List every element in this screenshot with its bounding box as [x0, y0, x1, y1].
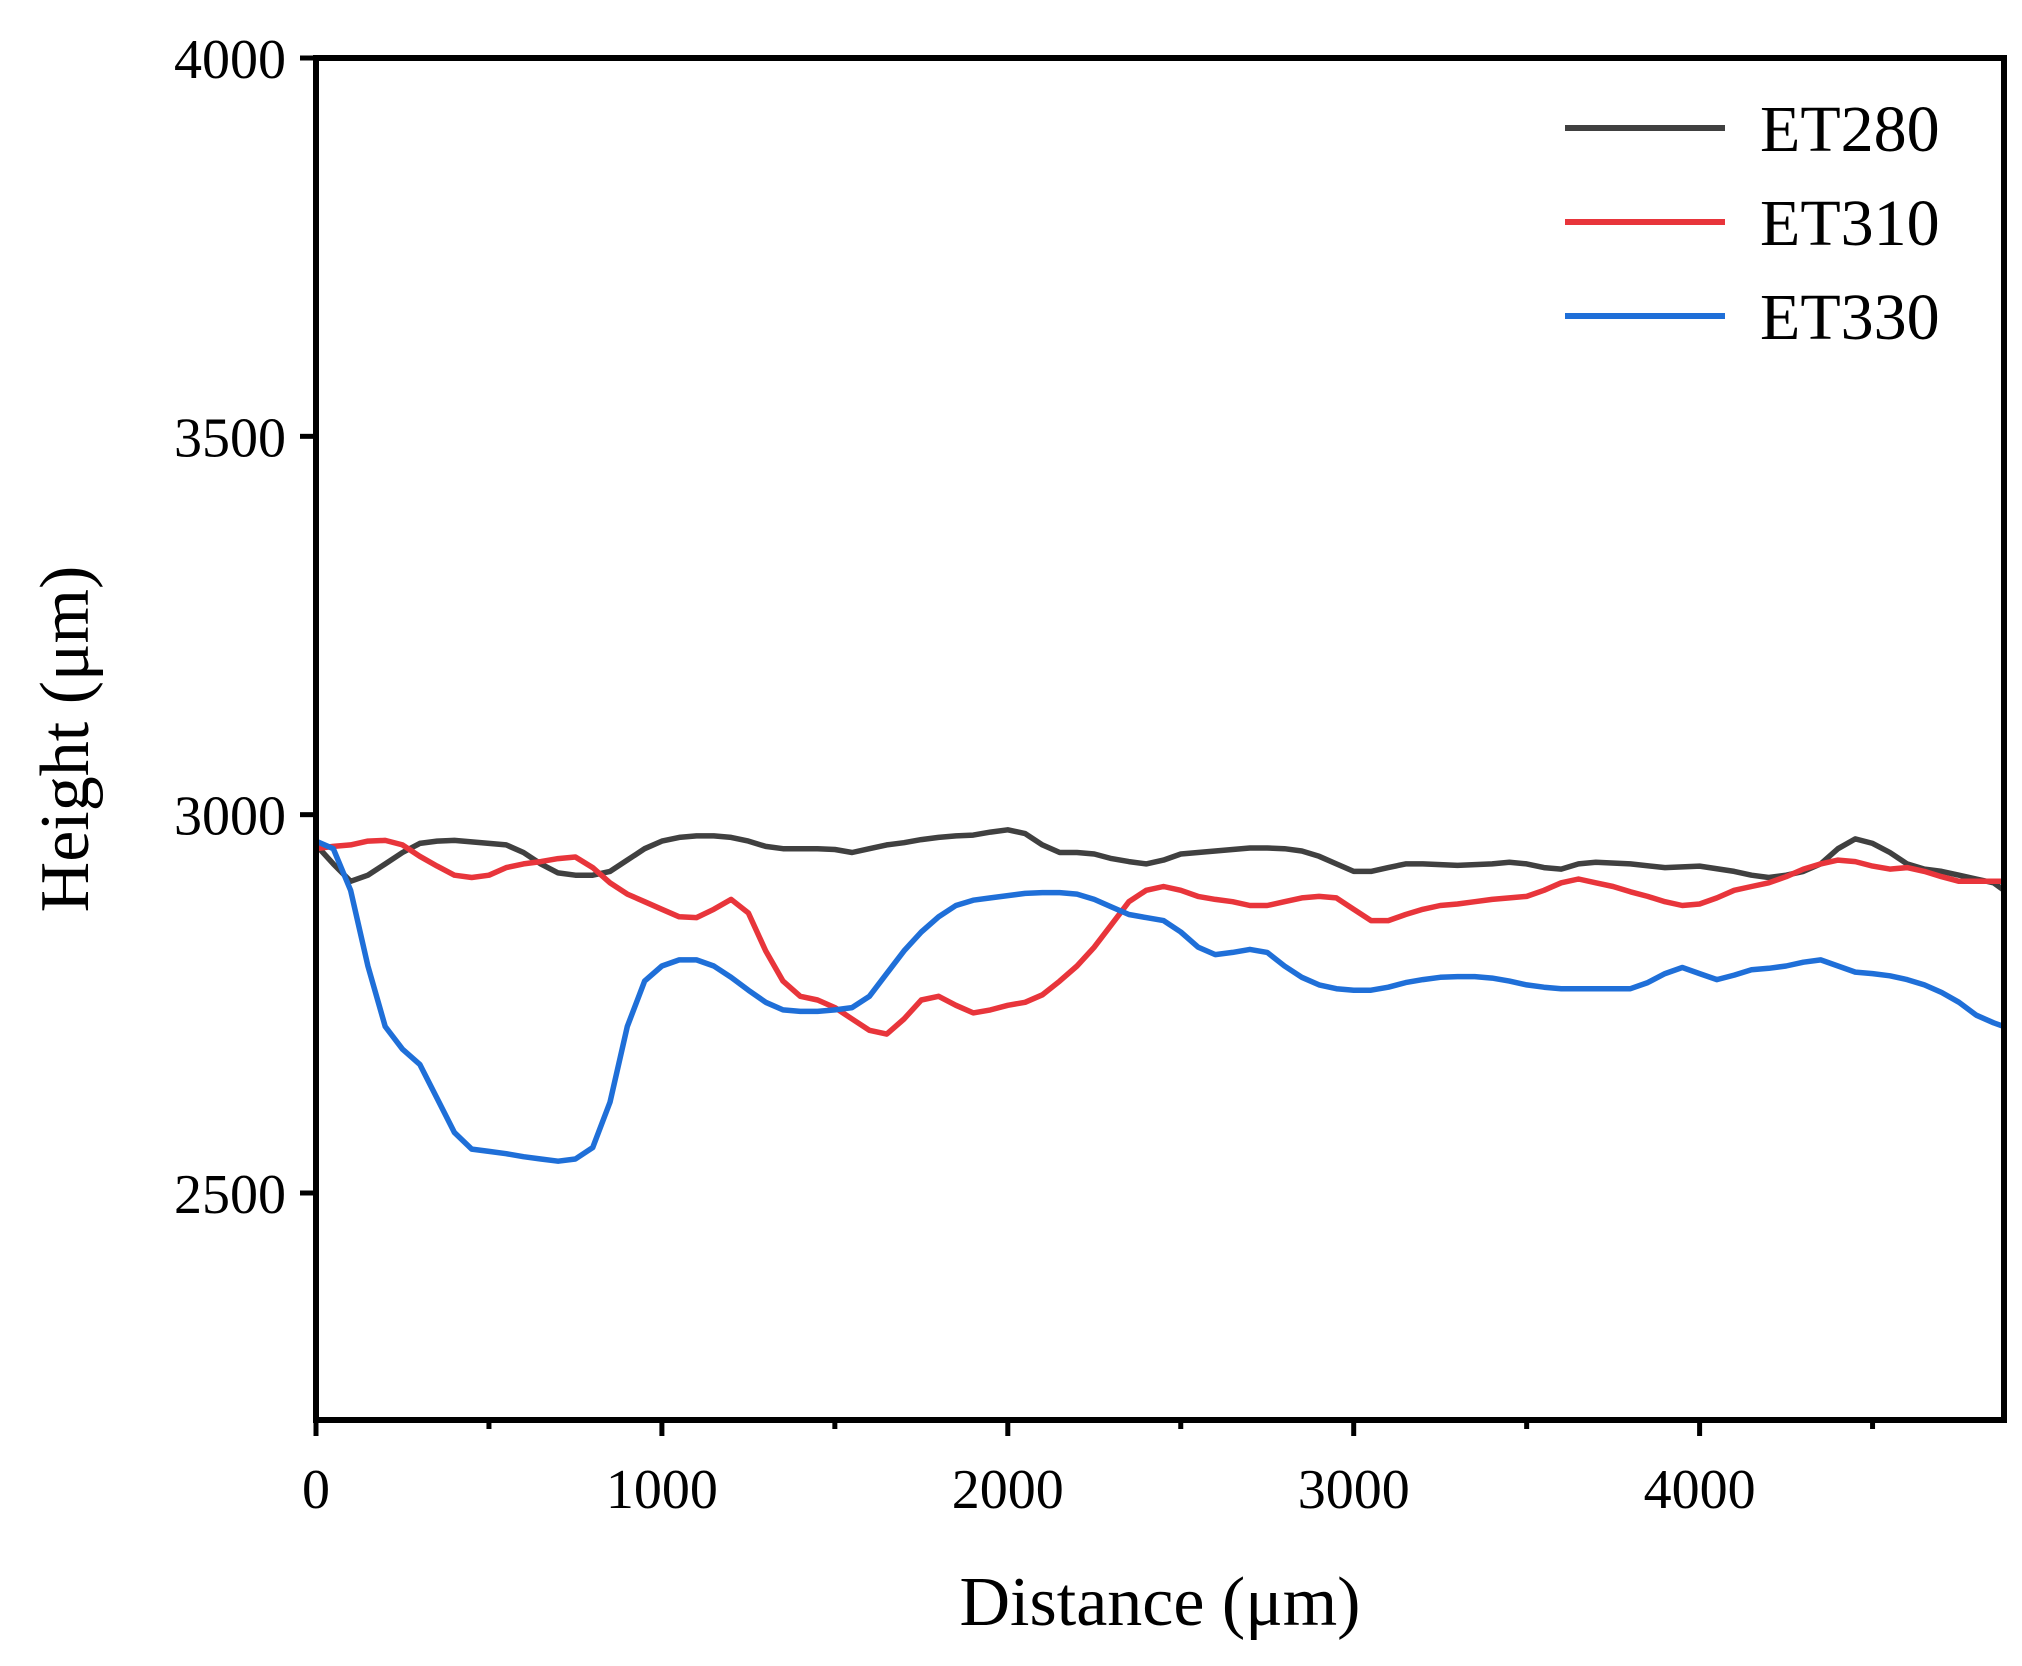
x-axis-title: Distance (μm)	[960, 1564, 1361, 1641]
x-tick-label: 4000	[1644, 1459, 1756, 1521]
x-tick-label: 1000	[606, 1459, 718, 1521]
legend-item-et280[interactable]: ET280	[1565, 93, 1940, 166]
y-axis-title: Height (μm)	[27, 566, 104, 913]
plot-area-frame	[313, 55, 2007, 1423]
legend-item-et330[interactable]: ET330	[1565, 281, 1940, 354]
legend-label: ET310	[1760, 187, 1940, 260]
y-tick-label: 4000	[174, 29, 286, 91]
series-layer	[316, 827, 2004, 1164]
x-tick-label: 0	[302, 1459, 330, 1521]
y-tick-label: 3500	[174, 407, 286, 469]
series-line-et310	[316, 837, 2004, 1037]
x-tick-label: 2000	[952, 1459, 1064, 1521]
legend-item-et310[interactable]: ET310	[1565, 187, 1940, 260]
axis-ticks: 0 1000 2000 3000 4000 2500 3000 3500 4000	[174, 29, 1876, 1521]
y-tick-label: 3000	[174, 786, 286, 848]
legend-label: ET280	[1760, 93, 1940, 166]
y-tick-label: 2500	[174, 1164, 286, 1226]
x-tick-label: 3000	[1298, 1459, 1410, 1521]
series-line-et330	[316, 838, 2004, 1164]
series-line-et280	[316, 827, 2004, 894]
legend-label: ET330	[1760, 281, 1940, 354]
legend[interactable]: ET280 ET310 ET330	[1565, 93, 1940, 354]
